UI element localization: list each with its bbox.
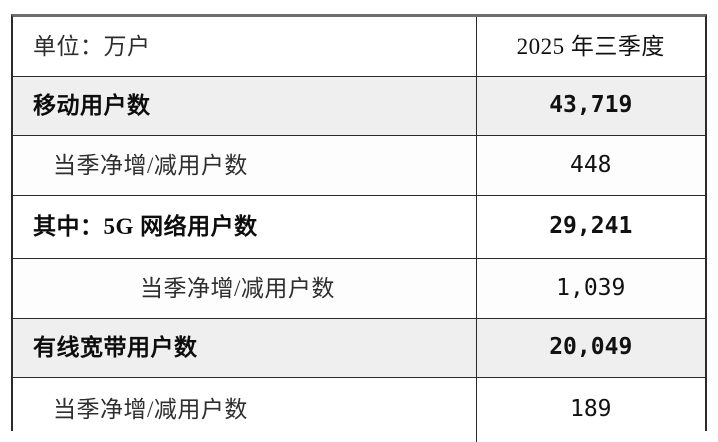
row-label-text: 当季净增/减用户数: [13, 152, 476, 180]
row-value-text: 43,719: [477, 92, 706, 120]
header-cell-unit: 单位：万户: [13, 17, 476, 77]
row-value-cell-broadband-net-change: 189: [476, 378, 705, 442]
row-label-cell-broadband-subscribers: 有线宽带用户数: [13, 319, 476, 378]
table-container: 单位：万户 2025 年三季度 移动用户数 43,719: [11, 14, 707, 431]
table-row: 当季净增/减用户数 448: [13, 136, 705, 196]
row-value-cell-5g-net-change: 1,039: [476, 259, 705, 319]
row-value-cell-5g-subscribers: 29,241: [476, 196, 705, 259]
row-label-cell-5g-subscribers: 其中：5G 网络用户数: [13, 196, 476, 259]
table-row: 当季净增/减用户数 1,039: [13, 259, 705, 319]
unit-header-text: 单位：万户: [13, 33, 476, 61]
table-header-row: 单位：万户 2025 年三季度: [13, 17, 705, 77]
row-value-cell-mobile-subscribers: 43,719: [476, 77, 705, 136]
row-label-text: 有线宽带用户数: [13, 334, 476, 362]
row-label-text: 其中：5G 网络用户数: [13, 213, 476, 241]
row-value-text: 20,049: [477, 334, 706, 362]
table-row: 移动用户数 43,719: [13, 77, 705, 136]
row-label-text: 当季净增/减用户数: [13, 396, 476, 424]
row-value-cell-mobile-net-change: 448: [476, 136, 705, 196]
table-row: 当季净增/减用户数 189: [13, 378, 705, 442]
row-label-text: 移动用户数: [13, 92, 476, 120]
row-value-text: 29,241: [477, 213, 706, 241]
row-label-cell-5g-net-change: 当季净增/减用户数: [13, 259, 476, 319]
row-label-cell-mobile-net-change: 当季净增/减用户数: [13, 136, 476, 196]
table-row: 有线宽带用户数 20,049: [13, 319, 705, 378]
row-label-cell-broadband-net-change: 当季净增/减用户数: [13, 378, 476, 442]
operator-subscriber-table: 单位：万户 2025 年三季度 移动用户数 43,719: [13, 17, 705, 442]
header-cell-period: 2025 年三季度: [476, 17, 705, 77]
row-label-text: 当季净增/减用户数: [13, 275, 476, 303]
period-header-text: 2025 年三季度: [477, 33, 706, 61]
row-value-text: 1,039: [477, 275, 706, 303]
row-value-text: 189: [477, 396, 706, 424]
row-label-cell-mobile-subscribers: 移动用户数: [13, 77, 476, 136]
table-row: 其中：5G 网络用户数 29,241: [13, 196, 705, 259]
row-value-cell-broadband-subscribers: 20,049: [476, 319, 705, 378]
row-value-text: 448: [477, 152, 706, 180]
